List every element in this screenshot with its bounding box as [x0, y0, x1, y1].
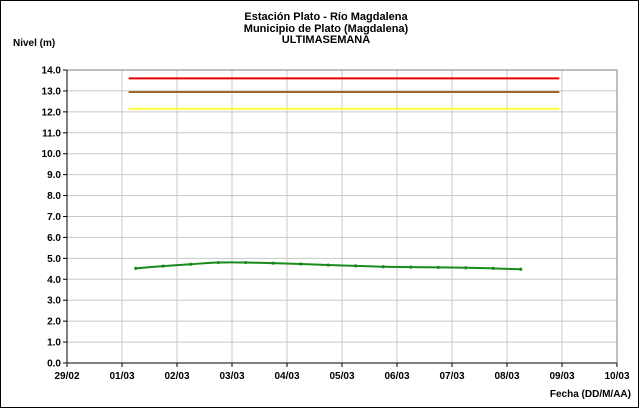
series-point: [464, 266, 468, 270]
x-tick-label: 05/03: [329, 371, 354, 382]
x-tick-label: 10/03: [604, 371, 629, 382]
y-tick-label: 14.0: [42, 66, 62, 77]
x-tick-label: 08/03: [494, 371, 519, 382]
chart-title: Estación Plato - Río Magdalena: [244, 11, 408, 23]
x-tick-label: 06/03: [384, 371, 409, 382]
series-point: [519, 267, 523, 271]
y-tick-label: 12.0: [42, 107, 62, 118]
y-tick-label: 11.0: [42, 128, 61, 139]
y-tick-label: 1.0: [47, 338, 61, 349]
x-tick-label: 04/03: [274, 371, 299, 382]
x-tick-label: 29/02: [54, 371, 79, 382]
x-tick-label: 09/03: [549, 371, 574, 382]
series-point: [299, 262, 303, 266]
series-point: [134, 266, 138, 271]
y-tick-label: 13.0: [42, 86, 62, 97]
y-tick-label: 9.0: [47, 170, 61, 181]
x-tick-label: 02/03: [164, 371, 189, 382]
x-tick-label: 03/03: [219, 371, 244, 382]
chart-subtitle: Municipio de Plato (Magdalena): [244, 23, 409, 35]
y-tick-label: 6.0: [47, 233, 61, 244]
x-tick-label: 07/03: [439, 371, 464, 382]
series-point: [216, 260, 220, 265]
x-tick-label: 01/03: [109, 371, 134, 382]
y-tick-label: 2.0: [47, 317, 61, 328]
series-point: [161, 264, 165, 268]
series-point: [436, 265, 440, 269]
axis-layer: 0.0 1.0 2.0 3.0 4.0 5.0 6.0 7.0 8.0 9.0 10.0 11.0 12…: [42, 66, 630, 383]
y-tick-label: 7.0: [47, 212, 61, 223]
series-point: [271, 261, 275, 265]
y-tick-label: 10.0: [42, 149, 62, 160]
series-point: [354, 264, 358, 268]
threshold-layer: [128, 77, 560, 110]
y-tick-label: 5.0: [47, 254, 61, 265]
x-axis-label: Fecha (DD/M/AA): [550, 389, 631, 400]
y-tick-label: 0.0: [47, 359, 61, 370]
series-point: [189, 262, 193, 266]
series-point: [381, 265, 385, 269]
y-axis-label: Nivel (m): [13, 38, 55, 49]
series-point: [244, 260, 248, 265]
y-tick-label: 4.0: [47, 275, 61, 286]
y-tick-label: 8.0: [47, 191, 61, 202]
series-point: [491, 266, 495, 271]
series-layer: [134, 260, 523, 271]
series-point: [326, 263, 330, 267]
series-point: [409, 265, 413, 269]
chart-subtitle-2: ULTIMASEMANA: [282, 34, 370, 46]
y-tick-label: 3.0: [47, 296, 61, 307]
